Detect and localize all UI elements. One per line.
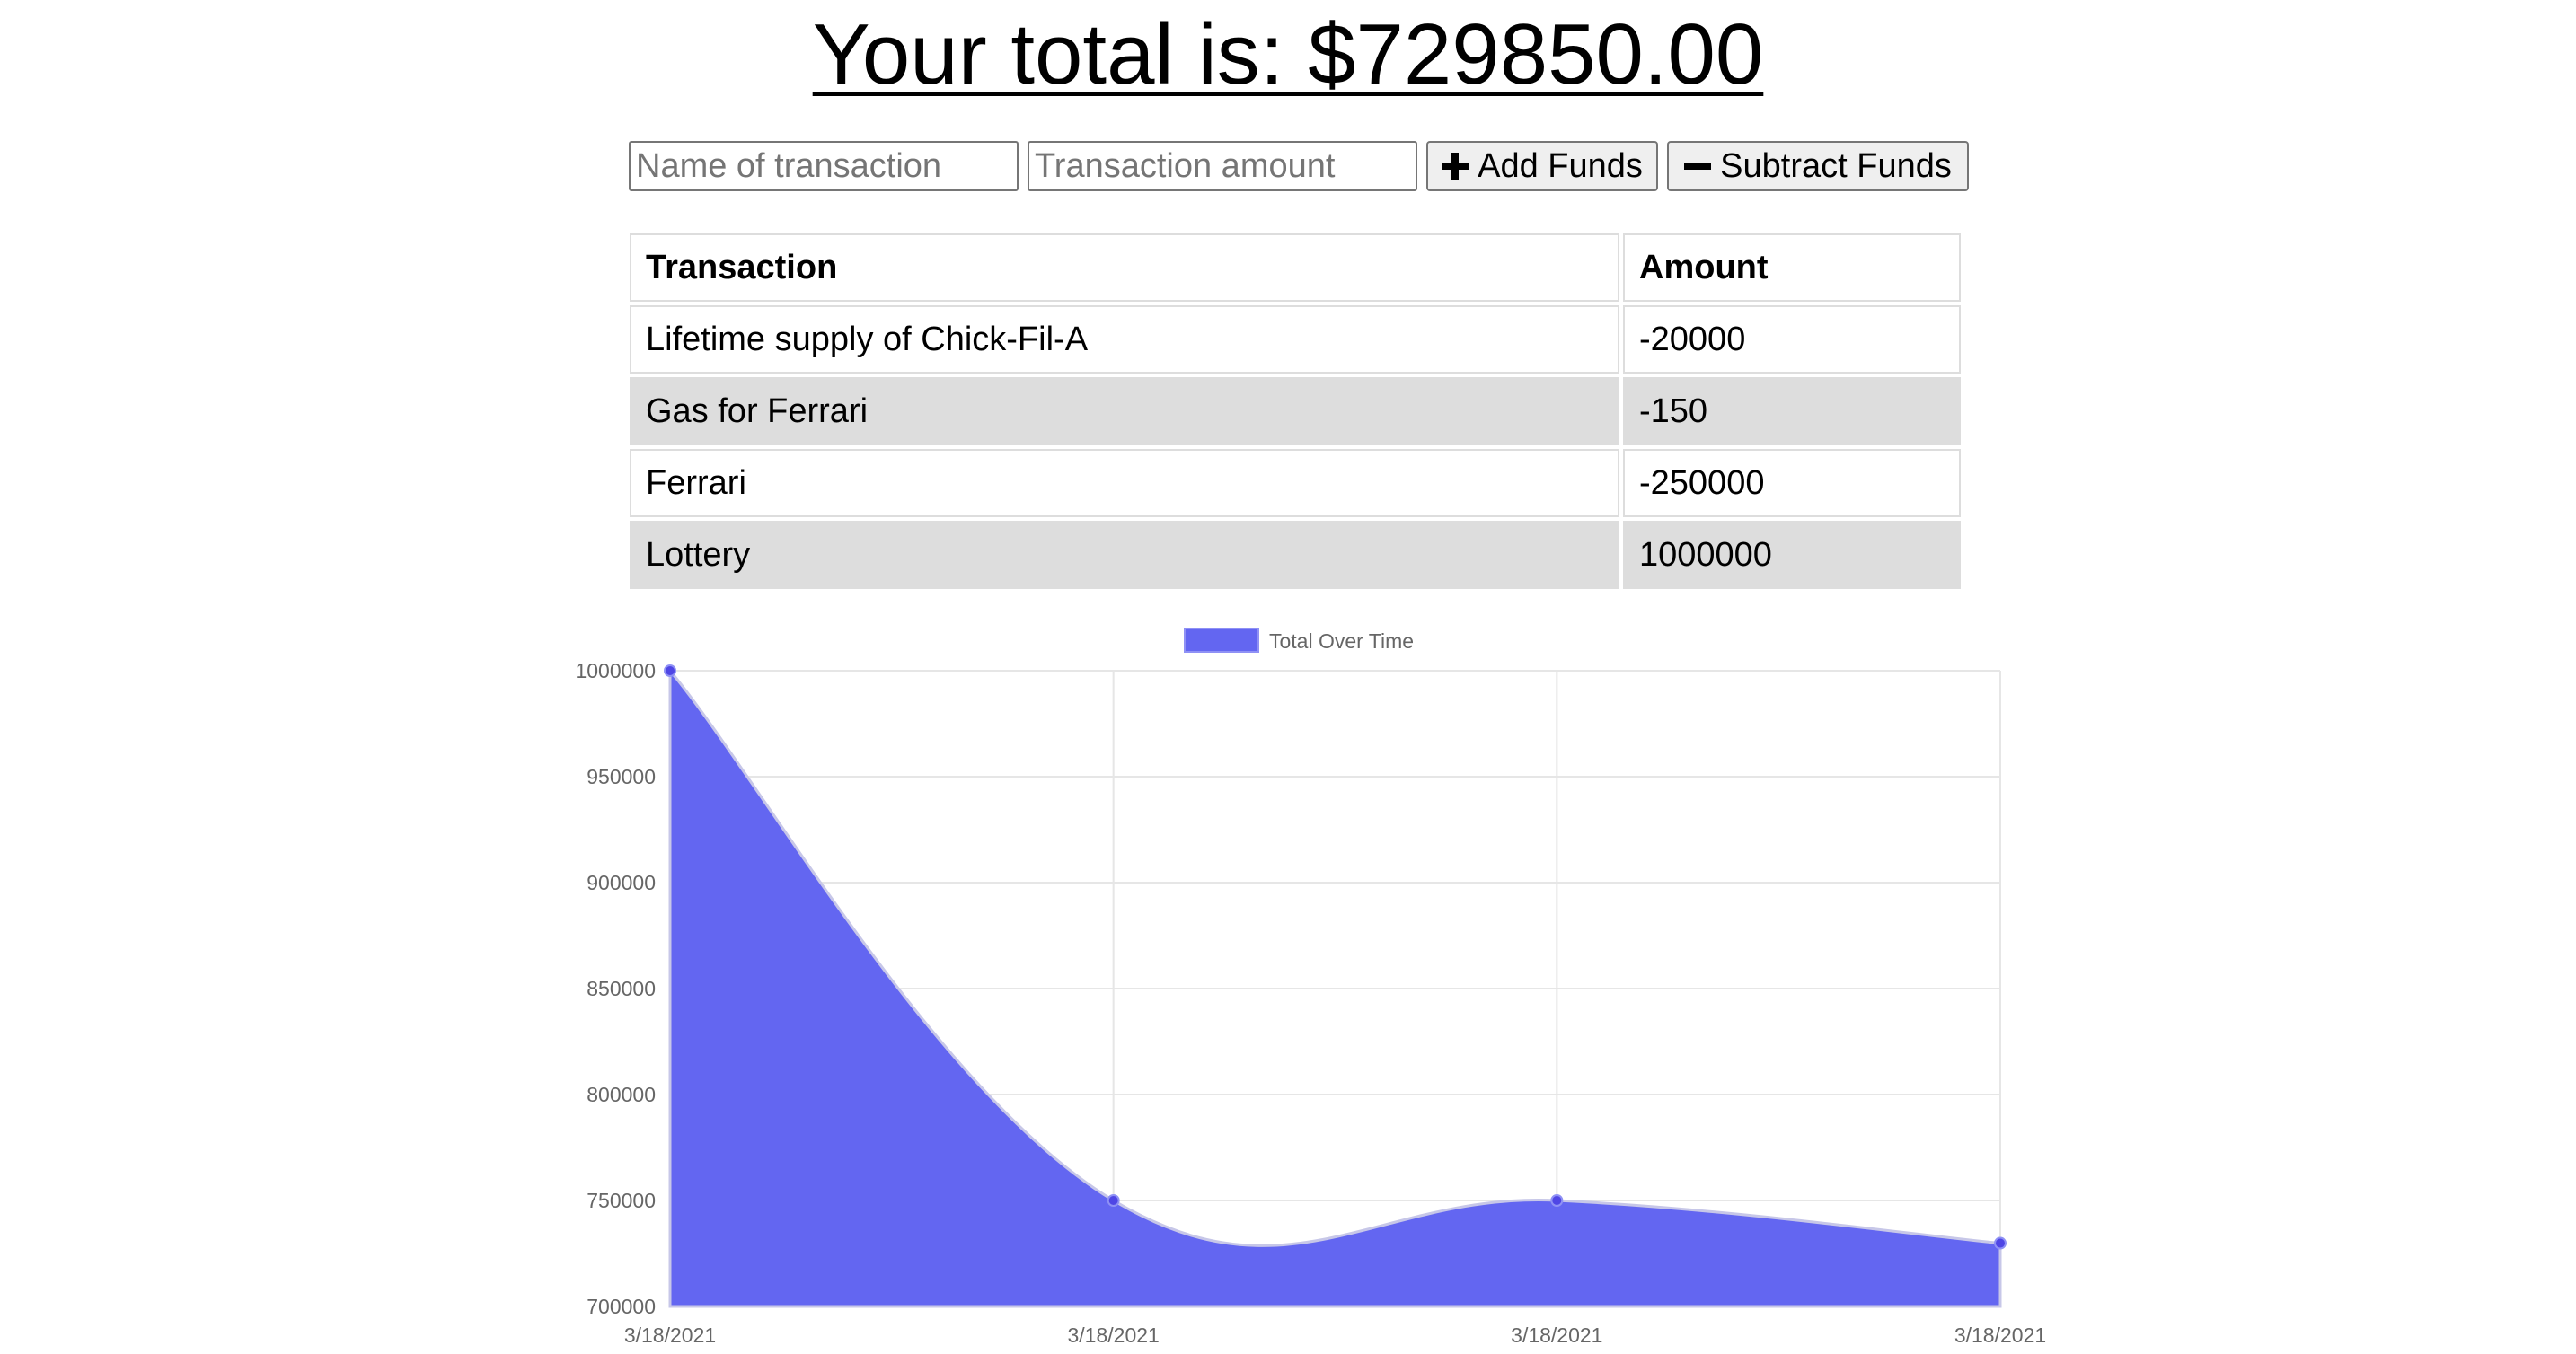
total-heading: Your total is: $729850.00 — [0, 1, 2576, 109]
transaction-name-cell: Lifetime supply of Chick-Fil-A — [630, 305, 1619, 374]
add-funds-button[interactable]: Add Funds — [1426, 141, 1658, 191]
legend-label: Total Over Time — [1269, 629, 1414, 653]
y-tick-label: 750000 — [587, 1189, 656, 1212]
y-tick-label: 950000 — [587, 765, 656, 788]
x-tick-label: 3/18/2021 — [1954, 1323, 2046, 1347]
total-over-time-chart: 1000000 950000 900000 850000 800000 750000 700… — [0, 611, 2576, 1354]
subtract-funds-button[interactable]: Subtract Funds — [1667, 141, 1969, 191]
transactions-table: Transaction Amount Lifetime supply of Ch… — [626, 230, 1964, 593]
data-point — [1995, 1238, 2006, 1249]
transaction-name-cell: Ferrari — [630, 449, 1619, 517]
data-point — [665, 665, 675, 676]
legend-swatch — [1185, 629, 1258, 652]
data-point — [1551, 1195, 1562, 1206]
chart-legend: Total Over Time — [1185, 629, 1414, 653]
transaction-amount-cell: -250000 — [1623, 449, 1961, 517]
x-tick-label: 3/18/2021 — [1511, 1323, 1602, 1347]
transaction-amount-input[interactable] — [1028, 141, 1417, 191]
y-tick-label: 900000 — [587, 871, 656, 894]
transaction-name-cell: Lottery — [630, 521, 1619, 589]
table-header-row: Transaction Amount — [630, 233, 1961, 302]
plus-icon — [1442, 153, 1469, 180]
table-row: Ferrari -250000 — [630, 449, 1961, 517]
table-row: Lifetime supply of Chick-Fil-A -20000 — [630, 305, 1961, 374]
y-tick-label: 850000 — [587, 977, 656, 1000]
y-tick-label: 1000000 — [575, 659, 656, 682]
y-tick-label: 700000 — [587, 1295, 656, 1318]
add-funds-label: Add Funds — [1478, 147, 1643, 186]
transaction-name-cell: Gas for Ferrari — [630, 377, 1619, 445]
x-axis-ticks: 3/18/2021 3/18/2021 3/18/2021 3/18/2021 — [624, 1323, 2046, 1347]
transaction-name-input[interactable] — [629, 141, 1019, 191]
table-row: Gas for Ferrari -150 — [630, 377, 1961, 445]
column-header-amount: Amount — [1623, 233, 1961, 302]
column-header-transaction: Transaction — [630, 233, 1619, 302]
minus-icon — [1684, 153, 1711, 180]
data-point — [1108, 1195, 1119, 1206]
total-text: Your total is: $729850.00 — [813, 6, 1764, 102]
transaction-amount-cell: -20000 — [1623, 305, 1961, 374]
x-tick-label: 3/18/2021 — [1068, 1323, 1160, 1347]
transaction-amount-cell: -150 — [1623, 377, 1961, 445]
table-row: Lottery 1000000 — [630, 521, 1961, 589]
x-tick-label: 3/18/2021 — [624, 1323, 716, 1347]
y-axis-ticks: 1000000 950000 900000 850000 800000 750000 700… — [575, 659, 656, 1318]
transaction-amount-cell: 1000000 — [1623, 521, 1961, 589]
y-tick-label: 800000 — [587, 1083, 656, 1106]
subtract-funds-label: Subtract Funds — [1720, 147, 1952, 186]
